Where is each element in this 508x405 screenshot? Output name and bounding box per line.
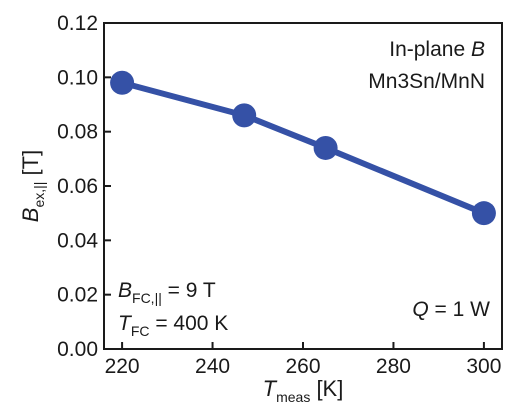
data-point [313,135,338,160]
y-axis-label: Bex,|| [T] [18,150,47,222]
x-tick-label: 240 [195,355,230,378]
x-axis-label: Tmeas [K] [263,376,344,405]
y-tick-label: 0.00 [57,338,98,361]
x-tick-label: 220 [105,355,140,378]
data-point [232,103,257,128]
y-tick-label: 0.06 [57,175,98,198]
x-tick-label: 300 [466,355,501,378]
y-tick-label: 0.08 [57,121,98,144]
y-tick-label: 0.02 [57,284,98,307]
series-group [110,70,496,226]
annotation-inplane-b: In-plane B [389,38,485,61]
series-line [121,79,486,216]
data-point [110,70,135,95]
annotation-sample: Mn3Sn/MnN [368,70,485,93]
x-tick-label: 280 [376,355,411,378]
y-axis-ticks: 0.00 0.02 0.04 0.06 0.08 0.10 0.12 [57,12,111,361]
annotation-bfc: BFC,|| = 9 T [118,279,216,306]
annotation-power: Q = 1 W [412,298,490,321]
y-tick-label: 0.12 [57,12,98,35]
y-tick-label: 0.10 [57,66,98,89]
data-point [471,201,496,226]
annotation-tfc: TFC = 400 K [118,312,228,339]
x-tick-label: 260 [285,355,320,378]
y-tick-label: 0.04 [57,229,98,252]
x-axis-ticks: 220 240 260 280 300 [105,342,501,378]
